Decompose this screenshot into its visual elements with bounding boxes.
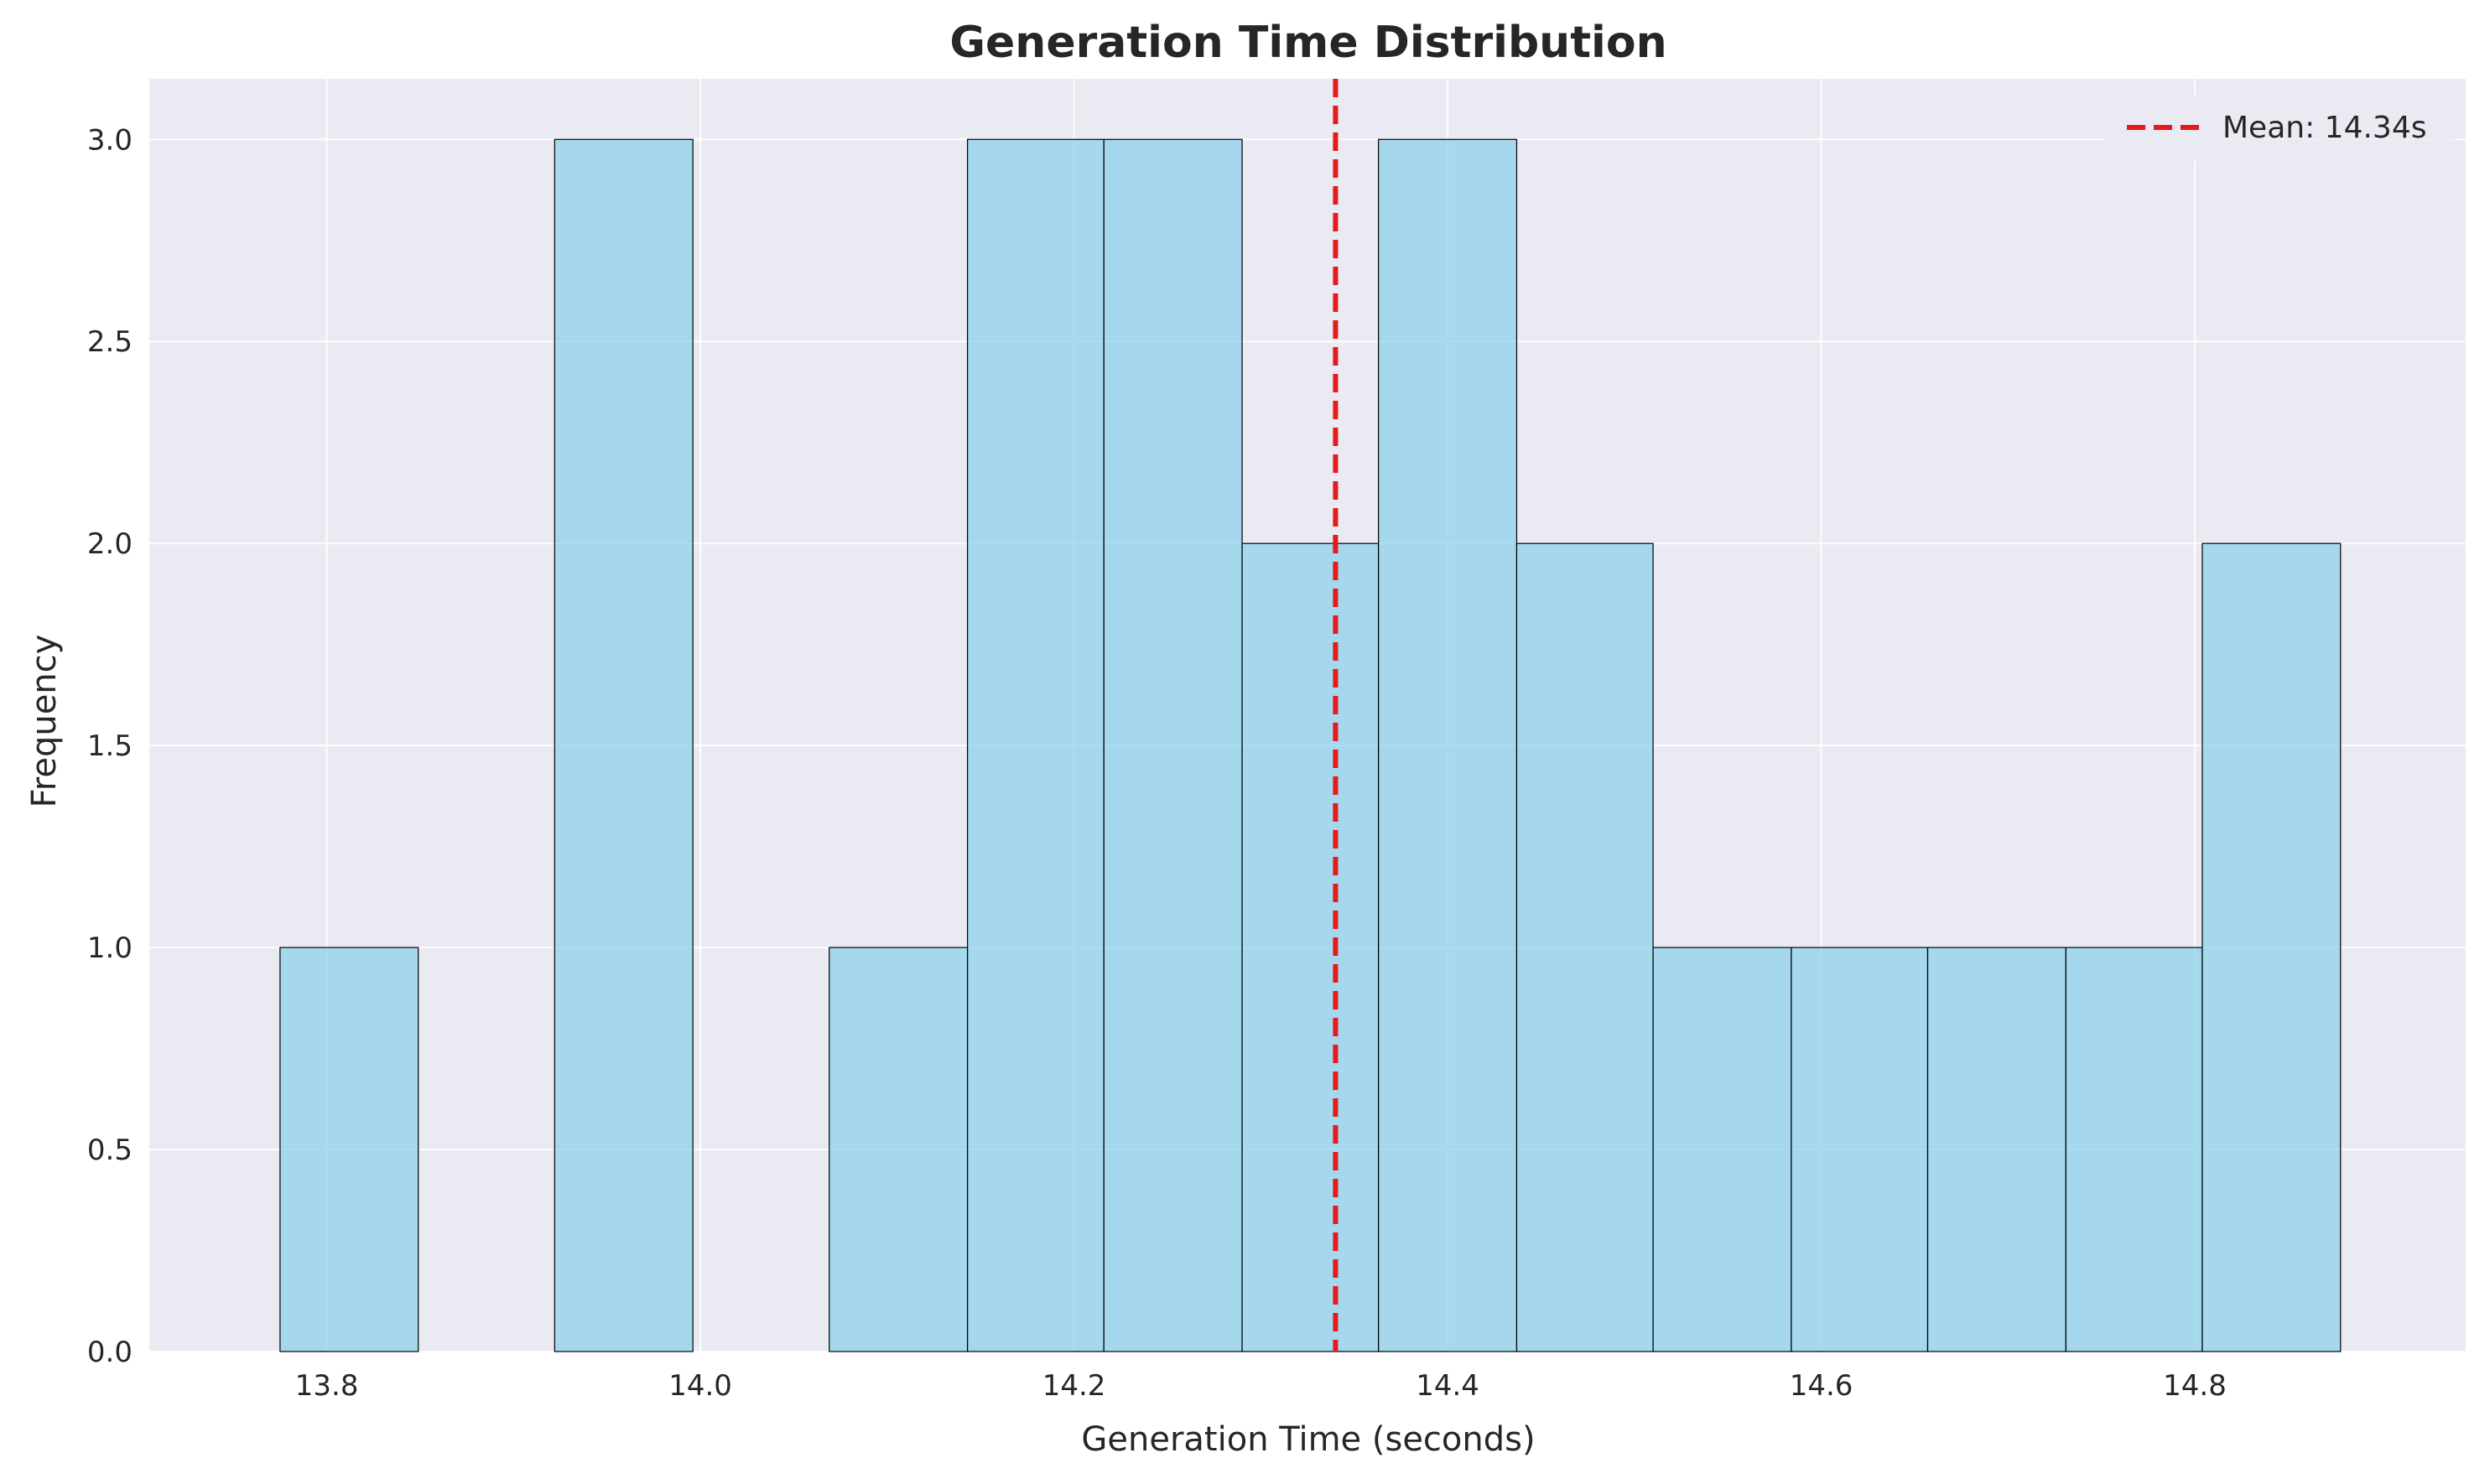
histogram-bars — [279, 138, 2342, 1352]
y-tick-label: 3.0 — [87, 123, 133, 157]
histogram-bar — [2065, 947, 2203, 1352]
x-tick-label: 14.4 — [1416, 1369, 1479, 1403]
x-tick-label: 14.2 — [1042, 1369, 1106, 1403]
legend: Mean: 14.34s — [2103, 95, 2456, 162]
x-tick-label: 14.6 — [1790, 1369, 1853, 1403]
y-axis-ticks: 0.0 0.5 1.0 1.5 2.0 2.5 3.0 — [87, 123, 133, 1369]
histogram-bar — [1241, 542, 1380, 1352]
histogram-bar — [554, 138, 694, 1352]
x-tick-label: 14.8 — [2163, 1369, 2227, 1403]
histogram-bar — [1791, 947, 1929, 1352]
histogram-bar — [1926, 947, 2066, 1352]
x-axis-label: Generation Time (seconds) — [1081, 1420, 1535, 1459]
histogram-bar — [967, 138, 1105, 1352]
y-tick-label: 2.0 — [87, 527, 133, 561]
histogram-bar — [1378, 138, 1518, 1352]
histogram-bar — [829, 947, 969, 1352]
y-tick-label: 0.5 — [87, 1134, 133, 1167]
y-axis-label: Frequency — [25, 635, 64, 808]
x-tick-label: 14.0 — [668, 1369, 732, 1403]
histogram-bar — [2201, 542, 2342, 1352]
histogram-bar — [1103, 138, 1243, 1352]
chart-title: Generation Time Distribution — [949, 18, 1666, 68]
y-tick-label: 0.0 — [87, 1336, 133, 1369]
y-tick-label: 2.5 — [87, 325, 133, 359]
histogram-bar — [1515, 542, 1654, 1352]
x-axis-ticks: 13.8 14.0 14.2 14.4 14.6 14.8 — [295, 1369, 2227, 1403]
y-tick-label: 1.0 — [87, 931, 133, 965]
x-tick-label: 13.8 — [295, 1369, 359, 1403]
histogram-bar — [279, 947, 419, 1352]
y-tick-label: 1.5 — [87, 729, 133, 763]
histogram-bar — [1652, 947, 1792, 1352]
legend-mean-label: Mean: 14.34s — [2222, 111, 2426, 145]
